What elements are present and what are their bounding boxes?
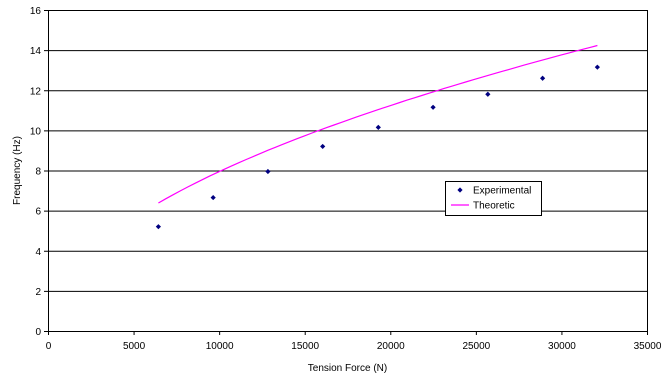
y-tick-label: 10 — [30, 126, 42, 137]
y-tick-label: 16 — [30, 6, 42, 17]
y-tick-label: 2 — [35, 287, 41, 298]
data-point-experimental — [485, 91, 491, 97]
data-point-experimental — [540, 75, 546, 81]
data-point-experimental — [155, 224, 161, 230]
data-point-experimental — [375, 124, 381, 130]
legend-swatch-experimental — [457, 187, 463, 193]
y-axis-title: Frequency (Hz) — [12, 136, 23, 205]
x-tick-label: 5000 — [123, 341, 146, 352]
data-point-experimental — [320, 143, 326, 150]
x-tick-label: 30000 — [548, 341, 576, 352]
data-point-experimental — [594, 64, 600, 70]
x-tick-label: 15000 — [291, 341, 319, 352]
legend-label: Theoretic — [473, 201, 515, 212]
x-tick-label: 25000 — [462, 341, 490, 352]
x-tick-label: 0 — [46, 341, 52, 352]
data-point-experimental — [430, 104, 436, 110]
y-tick-label: 14 — [30, 46, 42, 57]
y-tick-label: 12 — [30, 86, 42, 97]
x-tick-label: 35000 — [634, 341, 661, 352]
x-axis-title: Tension Force (N) — [308, 363, 387, 374]
x-tick-label: 10000 — [206, 341, 234, 352]
x-tick-label: 20000 — [377, 341, 405, 352]
data-point-experimental — [265, 168, 271, 175]
series-line-theoretic — [158, 44, 598, 204]
legend — [445, 181, 542, 216]
y-tick-label: 8 — [35, 167, 41, 178]
y-tick-label: 4 — [35, 247, 41, 258]
data-point-experimental — [210, 194, 216, 201]
legend-label: Experimental — [473, 186, 531, 197]
y-tick-label: 0 — [35, 327, 41, 338]
y-tick-label: 6 — [35, 207, 41, 218]
